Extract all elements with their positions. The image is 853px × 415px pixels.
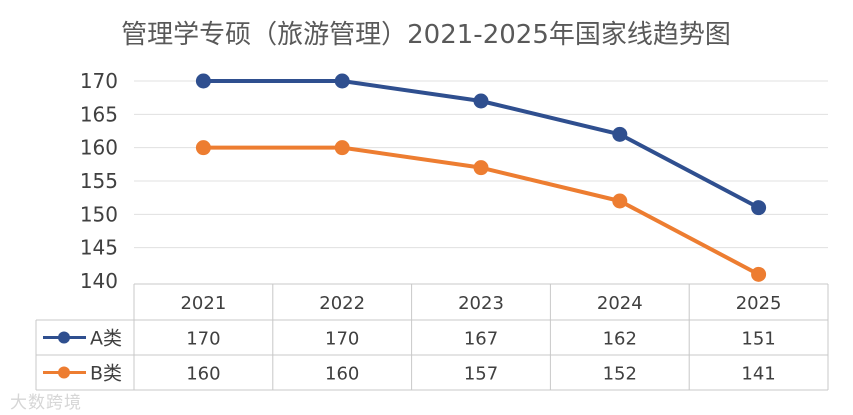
- legend-marker: [58, 331, 70, 344]
- y-tick-label: 165: [80, 102, 118, 126]
- data-point: [195, 73, 211, 89]
- x-category-label: 2021: [180, 293, 226, 314]
- watermark: 大数跨境: [10, 393, 82, 413]
- y-tick-label: 170: [80, 69, 118, 93]
- y-axis: 170 165 160 155 150 145 140: [80, 69, 118, 293]
- legend-label: A类: [90, 328, 122, 350]
- table-cell-value: 151: [741, 329, 775, 350]
- y-tick-label: 150: [80, 202, 118, 226]
- x-category-label: 2022: [319, 293, 365, 314]
- table-cell-value: 160: [325, 364, 359, 385]
- data-point: [334, 73, 350, 89]
- data-point: [612, 193, 628, 209]
- x-category-label: 2025: [736, 293, 782, 314]
- data-point: [195, 140, 211, 156]
- table-cell-value: 170: [325, 329, 359, 350]
- data-point: [751, 200, 767, 216]
- legend-marker: [58, 366, 70, 379]
- x-category-label: 2024: [597, 293, 643, 314]
- y-tick-label: 140: [80, 269, 118, 293]
- y-tick-label: 160: [80, 136, 118, 160]
- table-cell-value: 162: [603, 329, 637, 350]
- series-lines: [203, 79, 760, 277]
- table-cell-value: 141: [741, 364, 775, 385]
- data-point: [612, 126, 628, 142]
- y-tick-label: 155: [80, 169, 118, 193]
- data-point: [751, 266, 767, 282]
- data-point: [334, 140, 350, 156]
- table-cell-value: 160: [186, 364, 220, 385]
- data-table: 2021 2022 2023 2024 2025 A类 170 170 167 162 151 B类 1…: [35, 283, 829, 391]
- y-tick-label: 145: [80, 236, 118, 260]
- data-point: [473, 93, 489, 109]
- table-cell-value: 157: [464, 364, 498, 385]
- chart-title: 管理学专硕（旅游管理）2021-2025年国家线趋势图: [121, 20, 731, 50]
- table-cell-value: 167: [464, 329, 498, 350]
- x-category-label: 2023: [458, 293, 504, 314]
- table-cell-value: 170: [186, 329, 220, 350]
- table-cell-value: 152: [603, 364, 637, 385]
- series-points: [195, 73, 767, 282]
- legend-label: B类: [90, 363, 122, 385]
- data-point: [473, 160, 489, 176]
